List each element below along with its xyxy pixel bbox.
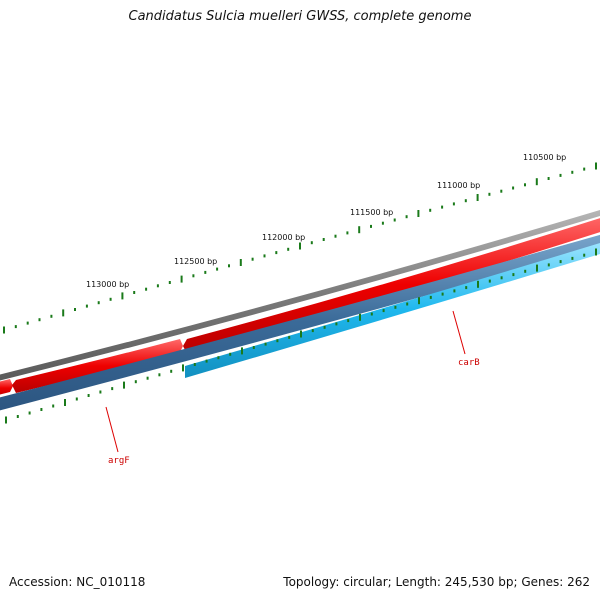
forward-cds-left	[0, 379, 13, 395]
outer-tick-ring	[3, 162, 597, 334]
reverse-cds-blue	[0, 234, 600, 411]
map-title: Candidatus Sulcia muelleri GWSS, complet…	[128, 9, 472, 24]
argf-label-line	[105, 406, 119, 453]
reverse-cds-cyan	[185, 243, 600, 378]
accession-text: Accession: NC_010118	[9, 575, 146, 589]
forward-cds-argf-region	[12, 339, 183, 393]
bp-label-111500: 111500 bp	[350, 208, 393, 217]
bp-label-110500: 110500 bp	[523, 153, 566, 162]
gene-label-argf[interactable]: argF	[108, 456, 130, 466]
bp-label-111000: 111000 bp	[437, 181, 480, 190]
forward-cds-carb-region	[183, 218, 600, 354]
genome-backbone	[0, 209, 600, 381]
bp-label-112500: 112500 bp	[174, 257, 217, 266]
bp-label-112000: 112000 bp	[262, 233, 305, 242]
genome-summary-text: Topology: circular; Length: 245,530 bp; …	[283, 575, 590, 589]
carb-label-line	[452, 310, 466, 355]
bp-label-113000: 113000 bp	[86, 280, 129, 289]
gene-label-carb[interactable]: carB	[458, 358, 480, 368]
inner-tick-ring	[5, 248, 597, 424]
